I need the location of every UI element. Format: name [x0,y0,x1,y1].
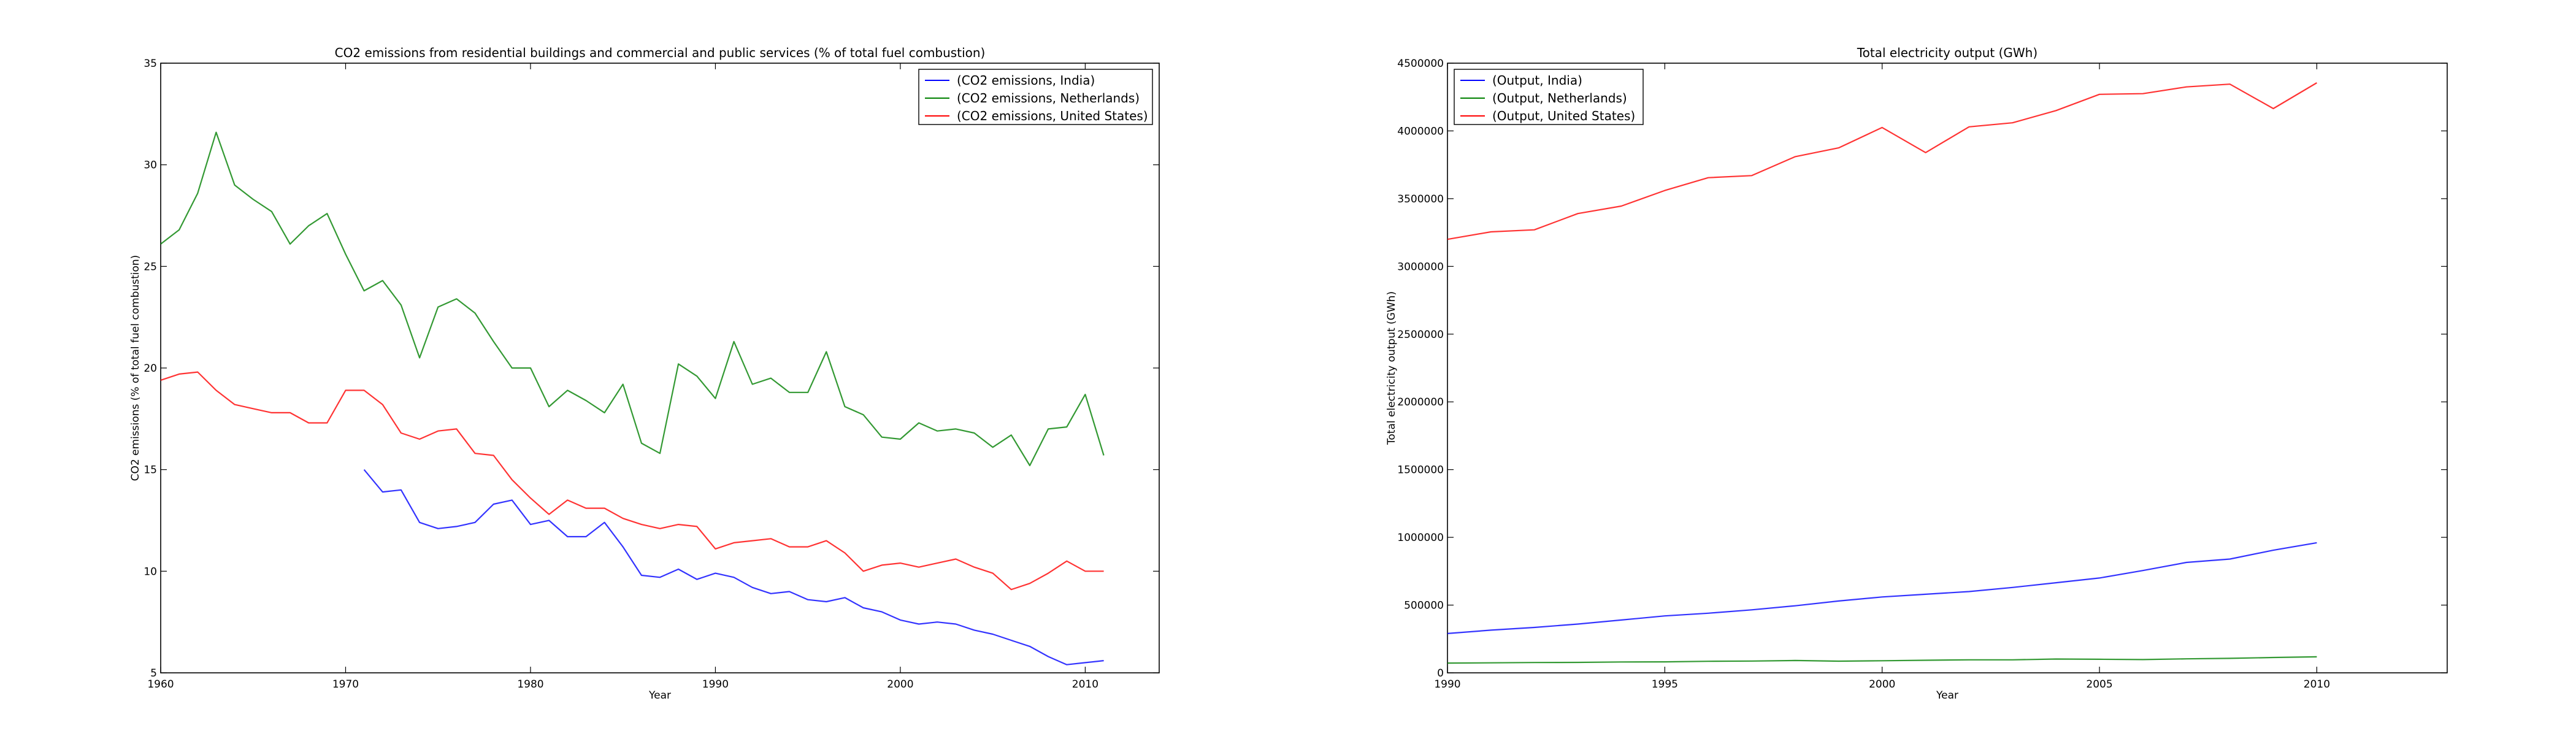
x-tick-label: 2010 [1072,678,1098,691]
x-tick-label: 1990 [702,678,729,691]
y-axis-label: CO2 emissions (% of total fuel combustio… [129,255,142,481]
legend-box [918,69,1153,125]
y-tick-label: 25 [144,261,157,273]
x-tick-label: 1960 [147,678,174,691]
electricity-output-chart: 1990 1995 2000 2005 2010 0 500000 1000000 150000… [1386,45,2448,702]
legend-label: (CO2 emissions, United States) [957,109,1148,123]
y-tick-label: 30 [144,159,157,172]
legend-label: (CO2 emissions, Netherlands) [957,91,1140,105]
series-line-co-emissions-india [363,469,1104,665]
series-line-output-india [1447,542,2317,634]
y-tick-label: 20 [144,362,157,375]
series-line-output-netherlands [1447,656,2317,664]
y-tick-label: 15 [144,464,157,477]
legend-label: (Output, Netherlands) [1492,91,1627,105]
y-tick-label: 2500000 [1397,329,1444,341]
x-axis-label: Year [1936,689,1958,702]
chart-title: Total electricity output (GWh) [1857,45,2037,60]
y-axis-label: Total electricity output (GWh) [1386,291,1398,445]
x-tick-label: 2000 [887,678,913,691]
y-tick-label: 5 [150,667,157,680]
x-tick-label: 1995 [1652,678,1678,691]
y-tick-label: 1000000 [1397,532,1444,544]
chart-title: CO2 emissions from residential buildings… [335,45,986,60]
legend-label: (Output, United States) [1492,109,1635,123]
y-tick-label: 35 [144,58,157,70]
y-tick-label: 3500000 [1397,193,1444,205]
x-tick-label: 2010 [2304,678,2330,691]
series-line-co-emissions-netherlands [160,131,1105,467]
y-tick-label: 500000 [1404,600,1444,612]
y-tick-label: 0 [1437,667,1444,680]
y-tick-label: 3000000 [1397,261,1444,273]
plot-area-frame [1447,63,2448,673]
series-line-output-united-states [1447,82,2317,240]
y-tick-label: 4000000 [1397,125,1444,137]
series-line-co-emissions-united-states [160,371,1104,591]
y-tick-label: 1500000 [1397,464,1444,477]
y-tick-label: 4500000 [1397,58,1444,70]
x-tick-label: 2000 [1869,678,1895,691]
x-tick-label: 1980 [517,678,543,691]
co2-emissions-chart: 1960 1970 1980 1990 2000 2010 5 10 15 20 25 30 35 CO2… [129,45,1160,702]
x-tick-label: 2005 [2086,678,2112,691]
x-tick-label: 1990 [1434,678,1460,691]
y-tick-label: 2000000 [1397,396,1444,408]
legend-box [1454,69,1644,125]
plot-area-frame [160,63,1160,673]
y-tick-label: 10 [144,565,157,578]
x-axis-label: Year [648,689,671,702]
x-tick-label: 1970 [332,678,359,691]
legend-label: (Output, India) [1492,73,1582,88]
legend-label: (CO2 emissions, India) [957,73,1095,88]
